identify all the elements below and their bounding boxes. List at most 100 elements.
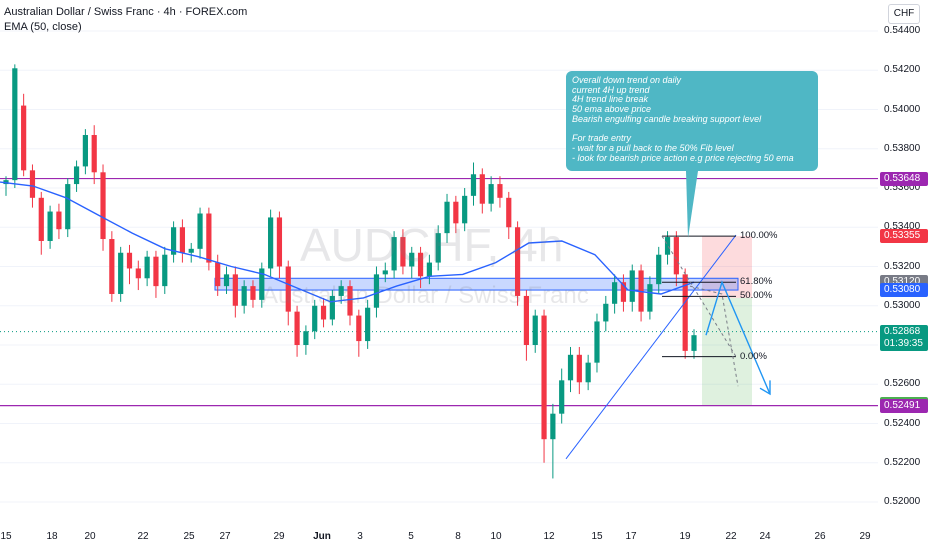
y-tick-label: 0.54200 (884, 64, 921, 76)
candle-body (82, 135, 88, 167)
candle-body (594, 321, 600, 363)
candle-body (479, 174, 485, 204)
candle-body (329, 295, 335, 320)
y-tick-label: 0.53400 (884, 221, 921, 233)
candle-body (409, 252, 415, 267)
symbol-watermark: AUDCHF, 4h (300, 219, 564, 271)
note-line: 4H trend line break (572, 94, 649, 105)
candle-body (673, 237, 679, 275)
candle-body (179, 227, 186, 253)
x-tick-label: 22 (137, 531, 149, 542)
candle-body (523, 295, 530, 345)
candle-body (682, 274, 688, 351)
note-pointer (686, 171, 698, 238)
candle-body (162, 254, 168, 287)
candle-body (276, 217, 283, 267)
y-tick-label: 0.53000 (884, 299, 921, 311)
candle-body (118, 252, 124, 294)
candle-body (550, 413, 556, 440)
x-tick-label: 8 (455, 531, 461, 542)
candle-body (303, 331, 309, 345)
x-tick-label: 29 (273, 531, 285, 542)
y-tick-label: 0.52000 (884, 496, 921, 507)
candle-body (620, 282, 627, 302)
candle-body (135, 268, 141, 279)
y-tick-label: 0.53800 (884, 142, 921, 154)
note-line: For trade entry (572, 133, 632, 144)
y-tick-label: 0.52400 (884, 417, 921, 429)
trend-line (565, 234, 737, 460)
candle-body (47, 211, 53, 241)
candle-body (532, 315, 538, 345)
candle-body (462, 195, 468, 224)
indicator-label[interactable]: EMA (50, close) (4, 21, 82, 33)
x-tick-label: 29 (859, 531, 871, 542)
fib-level-label: 50.00% (740, 290, 773, 302)
candle-body (294, 311, 300, 345)
candle-body (170, 227, 177, 255)
note-line: current 4H up trend (572, 84, 650, 95)
candle-body (320, 305, 327, 320)
trade-idea-note[interactable]: Overall down trend on daily current 4H u… (566, 71, 818, 171)
candle-body (541, 315, 547, 440)
x-tick-label: 24 (759, 531, 771, 542)
candle-body (197, 213, 203, 249)
price-label: 0.52491 (880, 398, 928, 413)
candle-body (347, 286, 353, 316)
currency-selector[interactable]: CHF (888, 4, 920, 24)
candle-body (567, 354, 574, 381)
candle-body (444, 201, 450, 234)
candle-body (488, 184, 494, 204)
candle-body (656, 254, 662, 285)
candle-body (223, 274, 230, 287)
x-tick-label: 3 (357, 531, 363, 542)
y-tick-label: 0.52200 (884, 456, 921, 468)
candle-body (100, 172, 106, 240)
candle-body (259, 268, 265, 300)
candle-body (312, 305, 318, 332)
countdown-label: 01:39:35 (884, 337, 923, 349)
y-tick-label: 0.54000 (884, 103, 921, 115)
candle-body (629, 270, 635, 302)
candle-body (188, 248, 194, 253)
x-tick-label: 19 (679, 531, 691, 542)
candle-body (338, 286, 344, 296)
candle-body (232, 274, 238, 306)
chart-canvas[interactable] (0, 0, 878, 520)
y-tick-label: 0.53600 (884, 182, 921, 193)
candle-body (426, 262, 432, 277)
fib-level-label: 61.80% (740, 276, 773, 288)
x-tick-label: 22 (725, 531, 737, 542)
instrument-watermark: Australian Dollar / Swiss Franc (262, 282, 589, 309)
candle-body (21, 105, 27, 171)
candle-body (435, 233, 441, 263)
fib-level-label: 0.00% (740, 350, 767, 362)
candle-body (250, 286, 256, 300)
candle-body (73, 166, 80, 185)
candle-body (56, 211, 62, 230)
x-tick-label: 27 (219, 531, 231, 542)
candle-body (29, 170, 36, 198)
candle-body (612, 282, 618, 304)
candle-body (109, 239, 115, 294)
note-line: - look for bearish price action e.g pric… (572, 152, 794, 163)
candle-body (514, 227, 521, 296)
projected-path-dashed (689, 285, 739, 387)
x-tick-label: 12 (543, 531, 555, 542)
projected-path-arrow (705, 280, 771, 395)
chart-plot-area[interactable]: Australian Dollar / Swiss Franc · 4h · F… (0, 0, 878, 520)
candle-body (206, 213, 212, 263)
note-line: Overall down trend on daily (572, 75, 682, 85)
candle-body (215, 262, 221, 287)
x-tick-label: 26 (814, 531, 826, 542)
candle-body (38, 197, 44, 241)
candle-body (400, 237, 406, 267)
price-label: 0.53080 (880, 283, 928, 298)
candle-body (241, 286, 247, 306)
candle-body (585, 362, 591, 383)
candle-body (373, 274, 380, 308)
note-line: Bearish engulfing candle breaking suppor… (572, 113, 762, 124)
candle-body (647, 284, 653, 312)
chart-title: Australian Dollar / Swiss Franc · 4h · F… (4, 6, 248, 18)
candle-body (356, 315, 362, 342)
